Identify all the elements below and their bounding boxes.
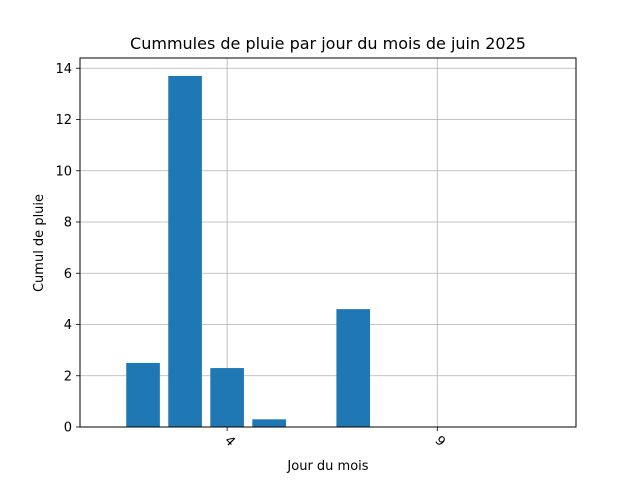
y-tick-label: 4 [64,318,72,333]
bar-day-3 [168,75,202,427]
y-axis-ticks: 0 2 4 6 8 10 12 14 [55,62,80,436]
y-tick-label: 10 [55,164,72,179]
y-tick-label: 2 [64,369,72,384]
y-axis-label: Cumul de pluie [32,194,47,292]
plot-frame [79,57,577,428]
chart-title: Cummules de pluie par jour du mois de ju… [130,34,526,53]
x-tick-label: 9 [432,433,448,449]
y-tick-label: 6 [64,267,72,282]
grid-lines [80,58,576,428]
x-axis-label: Jour du mois [286,459,368,474]
bar-day-7 [336,309,371,427]
bar-day-5 [252,419,286,427]
x-tick-label: 4 [221,433,237,449]
y-tick-label: 12 [55,113,72,128]
bar-day-2 [126,362,160,427]
bar-day-4 [210,368,244,427]
y-tick-label: 8 [64,216,72,231]
y-tick-label: 0 [64,421,72,436]
bars [126,75,371,427]
y-tick-label: 14 [55,62,72,77]
